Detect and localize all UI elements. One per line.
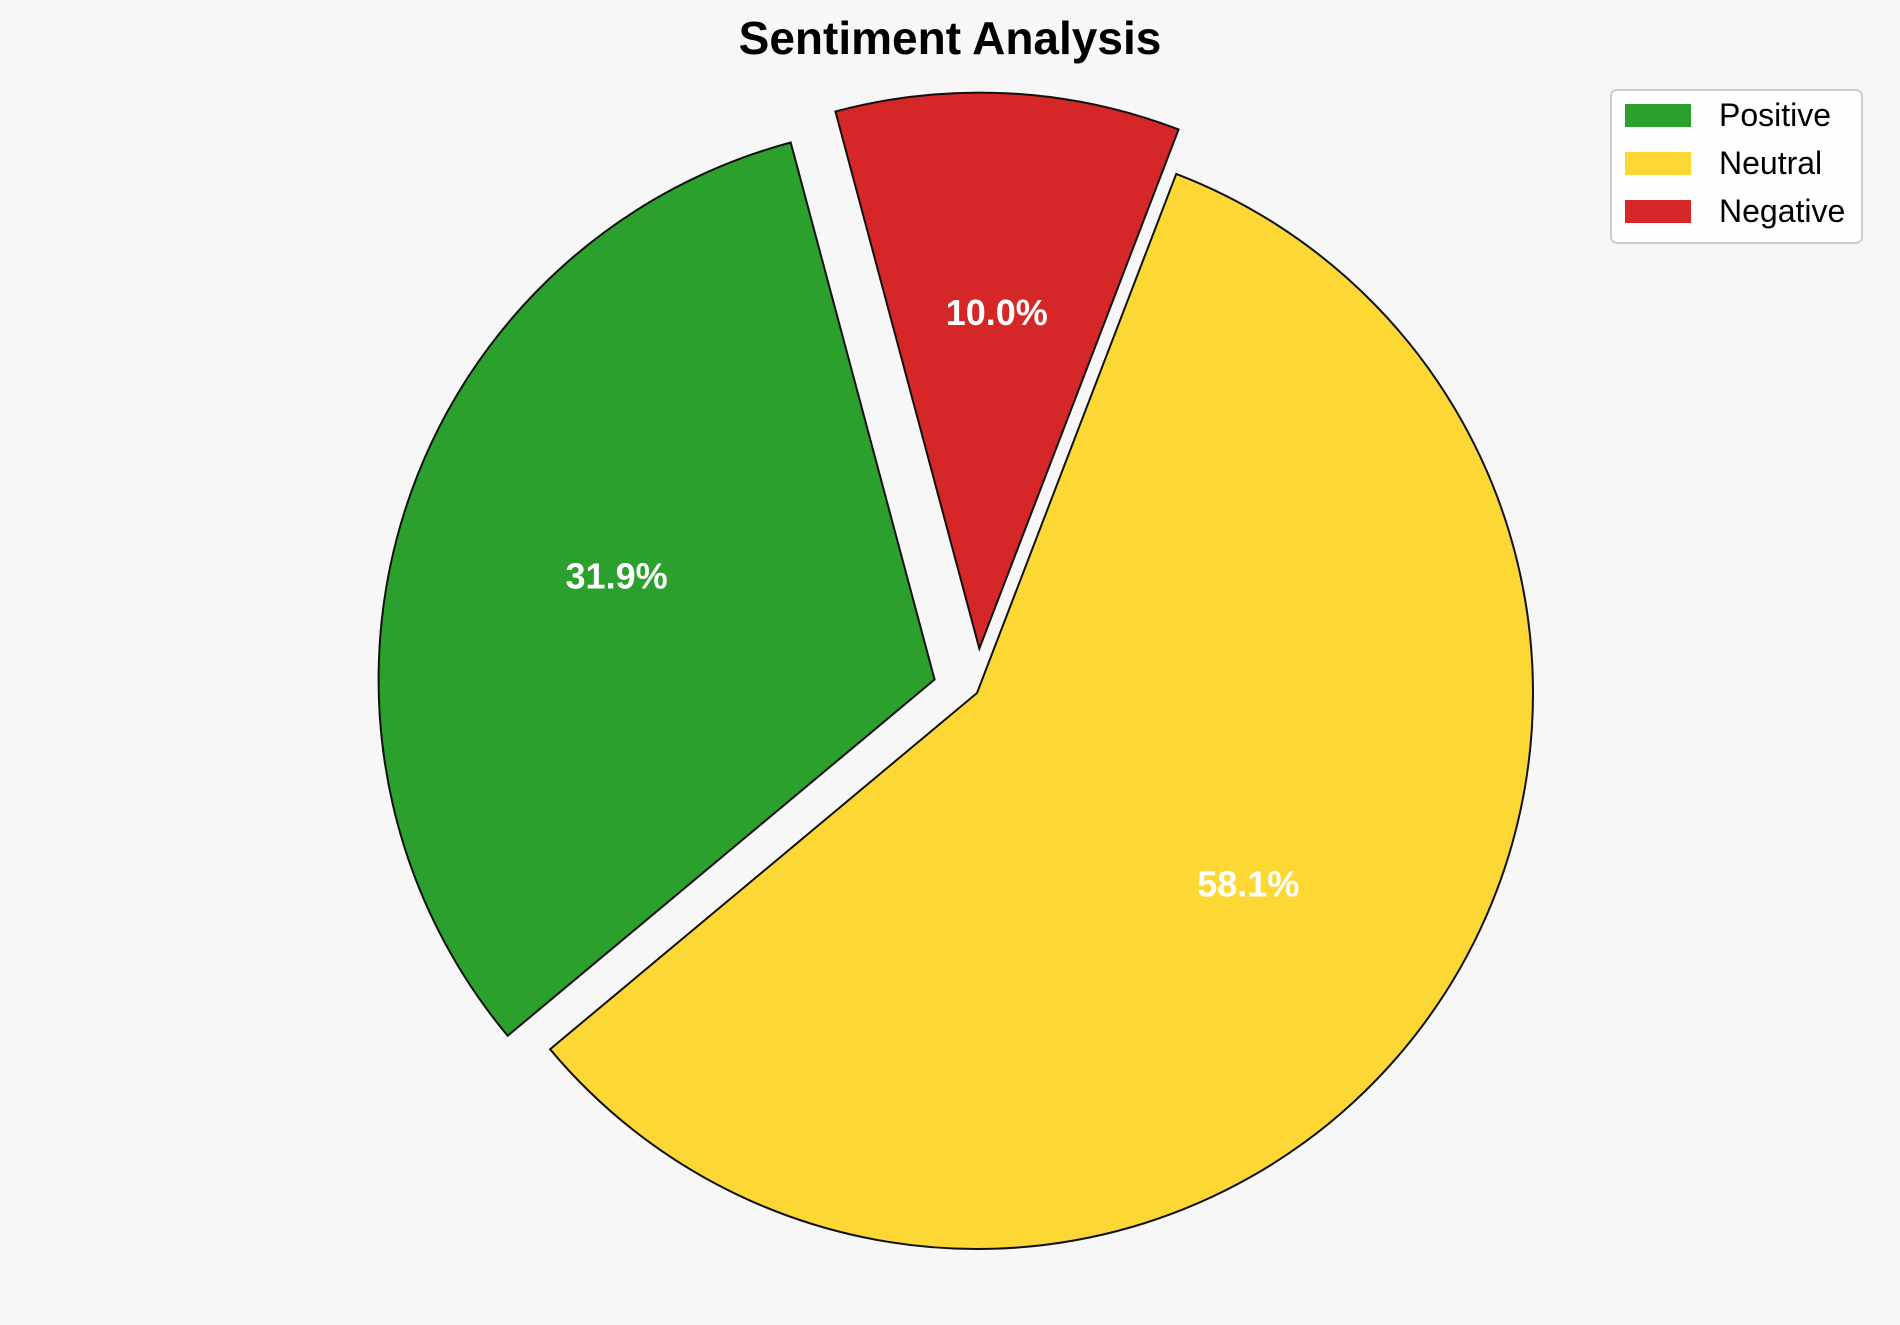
pie-slice-negative (834, 91, 1180, 652)
legend-label-positive: Positive (1719, 97, 1831, 133)
pie-labels: 31.9% 58.1% 10.0% (566, 292, 1300, 905)
legend-swatch-neutral (1625, 152, 1691, 175)
pct-label-neutral: 58.1% (1197, 864, 1299, 905)
pie-slices (377, 91, 1534, 1250)
chart-title: Sentiment Analysis (739, 12, 1162, 64)
pie-slice-neutral (548, 172, 1534, 1250)
legend-label-negative: Negative (1719, 193, 1845, 229)
legend-swatch-negative (1625, 200, 1691, 223)
legend-label-neutral: Neutral (1719, 145, 1822, 181)
pct-label-positive: 31.9% (566, 555, 668, 596)
legend: Positive Neutral Negative (1610, 89, 1863, 244)
pct-label-negative: 10.0% (946, 292, 1048, 333)
legend-swatch-positive (1625, 104, 1691, 127)
pie-slice-positive (377, 141, 936, 1038)
